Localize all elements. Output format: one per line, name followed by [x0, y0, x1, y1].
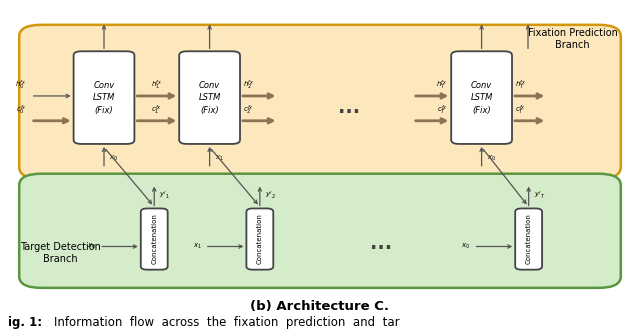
- Text: $x_0$: $x_0$: [461, 242, 470, 251]
- FancyBboxPatch shape: [141, 209, 168, 270]
- Text: (b) Architecture C.: (b) Architecture C.: [250, 300, 390, 312]
- Text: Fixation Prediction
Branch: Fixation Prediction Branch: [528, 28, 618, 50]
- FancyBboxPatch shape: [19, 25, 621, 179]
- FancyBboxPatch shape: [179, 51, 240, 144]
- Text: $c_T^{fx}$: $c_T^{fx}$: [437, 104, 448, 118]
- Text: $h_T^{fx}$: $h_T^{fx}$: [515, 79, 526, 92]
- FancyBboxPatch shape: [246, 209, 273, 270]
- Text: Concatenation: Concatenation: [525, 213, 532, 264]
- Text: $h_T^{fx}$: $h_T^{fx}$: [436, 79, 448, 92]
- FancyBboxPatch shape: [19, 174, 621, 288]
- Text: $c_2^{fx}$: $c_2^{fx}$: [243, 104, 254, 118]
- Text: Concatenation: Concatenation: [257, 213, 263, 264]
- Text: Conv
LSTM
(Fix): Conv LSTM (Fix): [470, 81, 493, 115]
- Text: ig. 1:: ig. 1:: [8, 316, 42, 329]
- Text: $x_1$: $x_1$: [193, 242, 202, 251]
- Text: $h_1^{fx}$: $h_1^{fx}$: [151, 79, 163, 92]
- Text: $c_0^{fx}$: $c_0^{fx}$: [16, 104, 27, 118]
- Text: $y'_1$: $y'_1$: [159, 190, 170, 201]
- Text: $x_1$: $x_1$: [215, 154, 223, 164]
- Text: $y'_T$: $y'_T$: [534, 190, 545, 201]
- FancyBboxPatch shape: [74, 51, 134, 144]
- Text: $y'_2$: $y'_2$: [265, 190, 276, 201]
- Text: Information  flow  across  the  fixation  prediction  and  tar: Information flow across the fixation pre…: [54, 316, 400, 329]
- Text: $c_1^{fx}$: $c_1^{fx}$: [152, 104, 162, 118]
- Text: ...: ...: [338, 98, 360, 117]
- Text: $c_T^{fx}$: $c_T^{fx}$: [515, 104, 525, 118]
- FancyBboxPatch shape: [515, 209, 542, 270]
- Text: ...: ...: [370, 234, 392, 253]
- Text: $x_0$: $x_0$: [87, 242, 96, 251]
- Text: Conv
LSTM
(Fix): Conv LSTM (Fix): [93, 81, 115, 115]
- Text: $h_0^{fx}$: $h_0^{fx}$: [15, 79, 27, 92]
- FancyBboxPatch shape: [451, 51, 512, 144]
- Text: $h_2^{fx}$: $h_2^{fx}$: [243, 79, 255, 92]
- Text: Target Detection
Branch: Target Detection Branch: [20, 242, 101, 264]
- Text: $x_0$: $x_0$: [486, 154, 496, 164]
- Text: Conv
LSTM
(Fix): Conv LSTM (Fix): [198, 81, 221, 115]
- Text: Concatenation: Concatenation: [151, 213, 157, 264]
- Text: $x_0$: $x_0$: [109, 154, 118, 164]
